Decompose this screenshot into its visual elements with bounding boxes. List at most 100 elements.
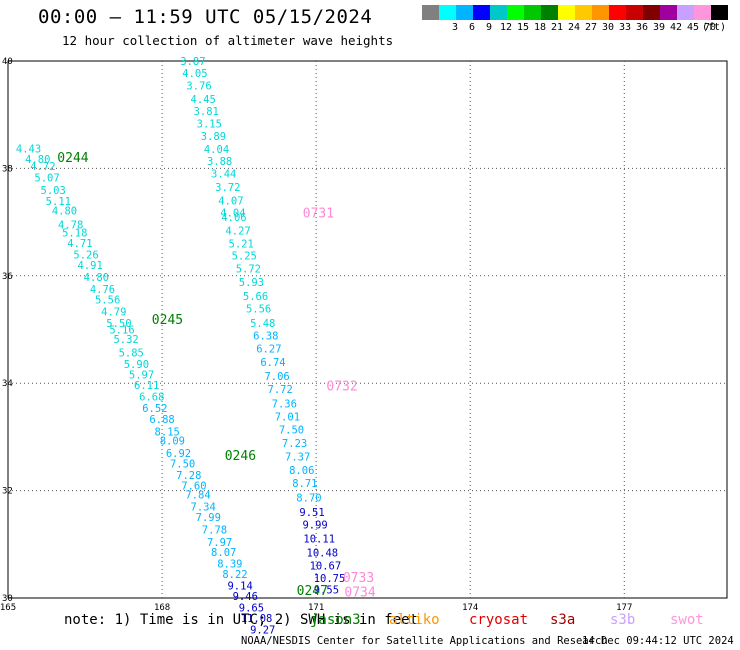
wave-height-point: 5.97 [129,369,154,381]
legend-label: 27 [584,22,598,33]
wave-height-point: 6.74 [260,357,285,369]
wave-height-point: 7.97 [207,537,232,549]
wave-height-point: 4.76 [90,284,115,296]
satellite-s3a: s3a [550,612,576,628]
wave-height-point: 4.80 [84,272,109,284]
wave-height-point: 8.15 [155,426,180,438]
footer-timestamp: 14 Dec 09:44:12 UTC 2024 [582,635,734,647]
wave-height-point: 7.99 [196,512,221,524]
wave-height-point: 8.39 [217,558,242,570]
wave-height-point: 4.78 [58,220,83,232]
wave-height-point: 6.88 [149,414,174,426]
lat-tick-label: 34 [2,379,13,389]
footer-credit: NOAA/NESDIS Center for Satellite Applica… [241,635,608,647]
wave-height-point: 7.60 [181,481,206,493]
wave-height-point: 7.01 [275,411,300,423]
lat-tick-label: 40 [2,57,13,67]
wave-height-point: 4.45 [191,94,216,106]
wave-height-point: 5.03 [41,185,66,197]
lon-tick-label: 165 [0,603,16,613]
pass-time-label: 0732 [326,380,357,395]
wave-height-point: 4.05 [182,68,207,80]
lat-tick-label: 32 [2,487,13,497]
legend-label: 3 [451,22,459,33]
wave-height-point: 7.06 [264,371,289,383]
wave-height-point: 3.81 [194,106,219,118]
legend-label: 9 [485,22,493,33]
wave-height-point: 4.43 [16,143,41,155]
wave-height-point: 6.92 [166,448,191,460]
legend-swatch [456,5,473,20]
wave-height-point: 3.87 [180,56,205,68]
legend-label: 39 [652,22,666,33]
wave-height-point: 4.04 [204,144,229,156]
legend-label: 36 [635,22,649,33]
wave-height-point: 10.11 [303,534,335,546]
legend-swatch [490,5,507,20]
wave-height-point: 4.91 [78,260,103,272]
wave-height-point: 4.06 [221,212,246,224]
lon-tick-label: 174 [462,603,478,613]
wave-height-point: 8.09 [160,435,185,447]
wave-height-point: 5.50 [106,318,131,330]
wave-height-point: 3.89 [201,131,226,143]
legend-label: 45 [686,22,700,33]
wave-height-point: 4.80 [52,206,77,218]
pass-time-label: 0247 [297,584,328,599]
legend-label: 70 [703,22,717,33]
wave-height-point: 9.99 [302,520,327,532]
legend-label: 12 [499,22,513,33]
wave-height-point: 7.72 [268,384,293,396]
lon-tick-label: 171 [308,603,324,613]
legend-swatch [575,5,592,20]
wave-height-point: 7.84 [185,490,210,502]
legend-swatch [558,5,575,20]
legend-swatch [541,5,558,20]
legend-swatch [643,5,660,20]
wave-height-point: 5.26 [73,250,98,262]
wave-height-point: 7.23 [282,438,307,450]
pass-time-label: 0734 [344,585,375,600]
legend-label: 24 [567,22,581,33]
legend-swatch [694,5,711,20]
legend-label: 21 [550,22,564,33]
wave-height-point: 3.44 [211,169,236,181]
wave-height-point: 5.11 [46,196,71,208]
wave-height-point: 7.28 [176,470,201,482]
lon-tick-label: 168 [154,603,170,613]
legend-label: 18 [533,22,547,33]
wave-height-point: 3.72 [215,182,240,194]
wave-height-point: 5.56 [95,295,120,307]
legend-swatch [711,5,728,20]
wave-height-point: 9.65 [239,602,264,614]
wave-height-point: 9.27 [250,624,275,636]
wave-height-point: 6.38 [253,331,278,343]
wave-height-point: 6.52 [142,403,167,415]
wave-height-point: 7.37 [285,452,310,464]
wave-height-point: 5.25 [232,251,257,263]
legend-swatch [524,5,541,20]
legend-swatch [660,5,677,20]
legend-label: 42 [669,22,683,33]
wave-height-point: 5.85 [119,347,144,359]
wave-height-point: 4.04 [220,208,245,220]
legend-unit: (ft) [701,22,727,33]
legend-label: 6 [468,22,476,33]
wave-height-point: 5.66 [243,291,268,303]
satellite-s3b: s3b [610,612,636,628]
legend-swatch [626,5,643,20]
pass-time-label: 0246 [225,449,256,464]
note-text: note: 1) Time is in UTC; 2) SWH is in fe… [64,612,419,628]
wave-height-point: 9.46 [233,591,258,603]
legend-swatch [507,5,524,20]
wave-height-point: 9.51 [299,507,324,519]
lat-tick-label: 30 [2,594,13,604]
satellite-cryosat: cryosat [469,612,529,628]
legend-label: 30 [601,22,615,33]
wave-height-point: 5.07 [34,172,59,184]
wave-height-point: 5.56 [246,303,271,315]
wave-height-point: 7.34 [191,501,216,513]
legend-label: 15 [516,22,530,33]
wave-height-point: 4.72 [30,161,55,173]
